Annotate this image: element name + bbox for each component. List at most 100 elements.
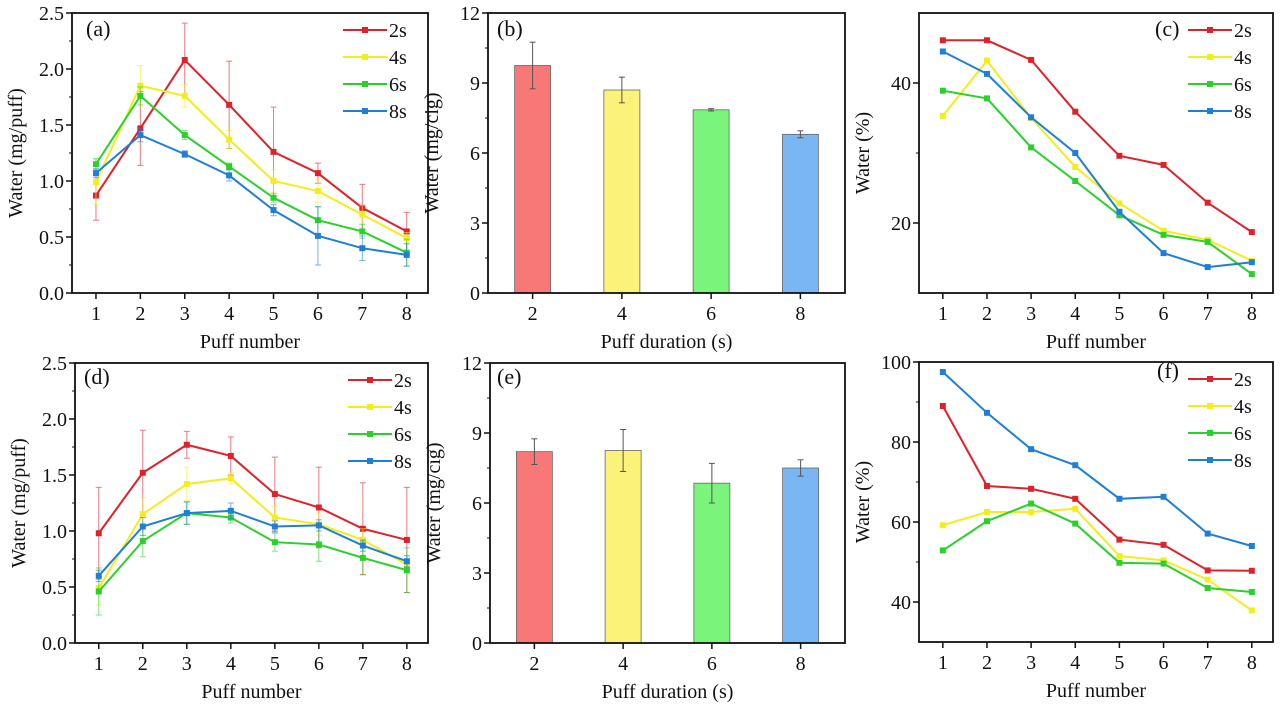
panel-d: 2s 4s 6s 8s 0.0 0.5 1.0 1.5 2.0 2.5 1 2 3 4 5 6 7 8 Puff n… [8, 353, 429, 703]
data-point [1116, 152, 1123, 159]
data-point [939, 547, 946, 554]
y-axis-label: Water (%) [852, 112, 874, 194]
x-tick-label: 5 [269, 303, 279, 325]
data-point [271, 523, 278, 530]
panel-label: (f) [1157, 358, 1179, 383]
series-line [942, 507, 1253, 612]
legend-label: 4s [1234, 47, 1252, 69]
data-point [939, 112, 946, 119]
y-tick-label: 2.5 [42, 353, 67, 375]
data-point [1116, 536, 1123, 543]
x-axis-label: Puff number [1046, 680, 1147, 702]
data-point [314, 170, 321, 177]
data-point [939, 48, 946, 55]
data-point [1028, 144, 1035, 151]
legend-label: 6s [1234, 423, 1252, 445]
data-point [1204, 585, 1211, 591]
y-tick-label: 0 [470, 283, 480, 305]
data-point [403, 536, 410, 543]
series-2s [939, 403, 1255, 574]
data-point [314, 188, 321, 195]
data-point [1160, 227, 1167, 234]
data-point [1160, 231, 1167, 238]
x-tick-label: 4 [226, 653, 236, 675]
data-point [95, 530, 102, 537]
data-point [1072, 178, 1079, 184]
panel-c: 2s 4s 6s 8s 20 40 1 2 3 4 5 6 7 8 Puff number Water (%)… [852, 12, 1274, 353]
data-point [92, 170, 99, 177]
series-8s [92, 127, 410, 267]
x-tick-label: 1 [94, 653, 104, 675]
x-tick-label: 8 [402, 653, 412, 675]
data-point [983, 70, 990, 77]
legend-label: 4s [1234, 396, 1252, 418]
data-point [137, 132, 144, 139]
legend-item: 2s [343, 20, 407, 42]
data-point [315, 504, 322, 511]
x-tick-label: 4 [618, 653, 628, 675]
data-point [1072, 108, 1079, 115]
legend-label: 8s [394, 451, 412, 473]
data-point [359, 542, 366, 549]
data-point [1028, 446, 1035, 453]
data-point [1116, 208, 1123, 215]
y-tick-label: 0.0 [42, 633, 67, 655]
series-line [97, 443, 408, 541]
data-point [983, 57, 990, 64]
series-4s [939, 505, 1255, 614]
data-point [139, 469, 146, 476]
x-tick-label: 6 [1159, 303, 1169, 325]
data-point [1116, 553, 1123, 559]
data-point [939, 37, 946, 44]
x-tick-label: 3 [1026, 652, 1036, 674]
data-point [139, 511, 146, 518]
error-bar [708, 108, 715, 112]
error-bar [708, 462, 715, 504]
data-point [137, 92, 144, 99]
data-point [314, 232, 321, 239]
data-point [227, 452, 234, 459]
series-2s [939, 37, 1255, 236]
data-point [1204, 567, 1211, 574]
legend-item: 8s [343, 101, 407, 123]
data-point [181, 132, 188, 139]
data-point [1248, 567, 1255, 574]
data-point [1116, 559, 1123, 566]
data-point [1116, 200, 1123, 207]
x-tick-label: 6 [1159, 652, 1169, 674]
data-point [1160, 161, 1167, 168]
series-4s [939, 57, 1255, 264]
series-6s [939, 500, 1255, 595]
data-point [1072, 462, 1079, 469]
bar [781, 133, 819, 294]
series-line [95, 58, 408, 233]
data-point [1204, 530, 1211, 537]
x-axis-label: Puff number [201, 681, 302, 703]
y-tick-label: 2.5 [39, 3, 64, 25]
legend-label: 2s [1234, 369, 1252, 391]
data-point [1072, 495, 1079, 502]
y-tick-label: 9 [472, 423, 482, 445]
legend-label: 6s [1234, 74, 1252, 96]
data-point [1072, 150, 1079, 156]
x-tick-label: 2 [529, 653, 539, 675]
plot-frame [918, 361, 1274, 643]
error-bar [531, 438, 538, 465]
y-tick-label: 3 [470, 213, 480, 235]
y-tick-label: 6 [470, 143, 480, 165]
legend-item: 4s [1188, 47, 1252, 69]
error-bar [797, 459, 804, 477]
data-point [315, 522, 322, 529]
x-axis-label: Puff duration (s) [601, 331, 733, 353]
legend-item: 4s [348, 397, 412, 419]
data-point [227, 475, 234, 482]
x-tick-label: 8 [402, 303, 412, 325]
y-axis-label: Water (mg/cig) [423, 442, 445, 563]
legend-item: 2s [1188, 20, 1252, 42]
data-point [1116, 495, 1123, 502]
x-tick-label: 2 [982, 303, 992, 325]
data-point [939, 403, 946, 409]
data-point [1116, 212, 1123, 219]
panel-label: (a) [86, 16, 110, 41]
